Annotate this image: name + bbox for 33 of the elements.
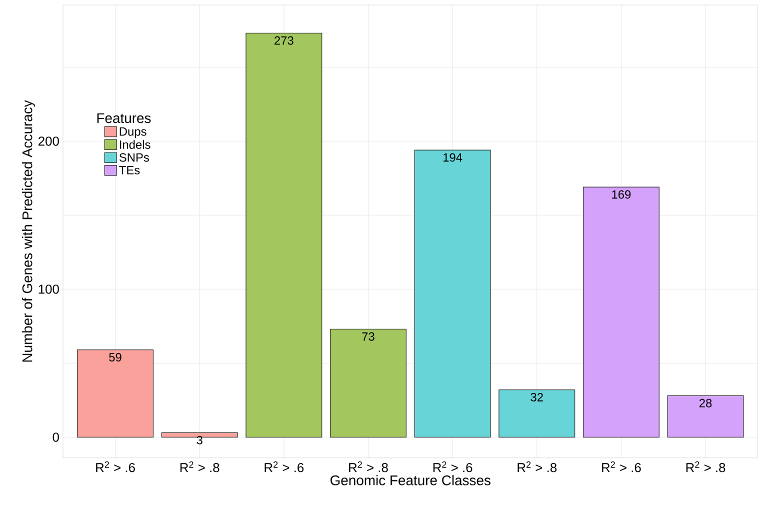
bar bbox=[246, 32, 322, 438]
x-tick-label: R$^{2}$ > .6 bbox=[96, 461, 135, 472]
data-label: 28 bbox=[699, 398, 712, 408]
x-tick-label: R$^{2}$ > .8 bbox=[349, 461, 388, 472]
x-tick-label: R$^{2}$ > .8 bbox=[518, 461, 557, 472]
bar bbox=[667, 395, 744, 438]
legend-label: TEs bbox=[119, 166, 140, 174]
data-label: 169 bbox=[612, 190, 631, 199]
data-label: 273 bbox=[274, 36, 294, 45]
legend-title: Features bbox=[97, 113, 151, 124]
data-label: 73 bbox=[362, 332, 374, 341]
x-tick-label: R$^{2}$ > .6 bbox=[264, 461, 304, 472]
y-tick-label: 200 bbox=[38, 136, 59, 146]
y-tick-label: 0 bbox=[52, 432, 59, 442]
y-tick-label: 100 bbox=[38, 284, 59, 294]
data-label: 194 bbox=[443, 153, 462, 162]
bar bbox=[414, 150, 491, 438]
legend-label: Indels bbox=[120, 140, 150, 149]
bar bbox=[77, 350, 154, 438]
x-tick-label: R$^{2}$ > .6 bbox=[433, 461, 472, 472]
data-label: 3 bbox=[196, 436, 202, 444]
data-label: 32 bbox=[530, 393, 543, 402]
bar bbox=[498, 390, 576, 438]
x-tick-label: R$^{2}$ > .6 bbox=[602, 461, 641, 472]
x-axis-title: Genomic Feature Classes bbox=[330, 475, 490, 486]
bar bbox=[330, 328, 406, 438]
legend-label: Dups bbox=[120, 127, 146, 138]
legend-label: SNPs bbox=[119, 153, 149, 162]
bar bbox=[582, 186, 660, 438]
x-tick-label: R$^{2}$ > .8 bbox=[686, 461, 726, 472]
x-tick-label: R$^{2}$ > .8 bbox=[180, 461, 220, 472]
data-label: 59 bbox=[109, 353, 122, 362]
y-axis-title: Number of Genes with Predicted Accuracy bbox=[22, 100, 36, 362]
